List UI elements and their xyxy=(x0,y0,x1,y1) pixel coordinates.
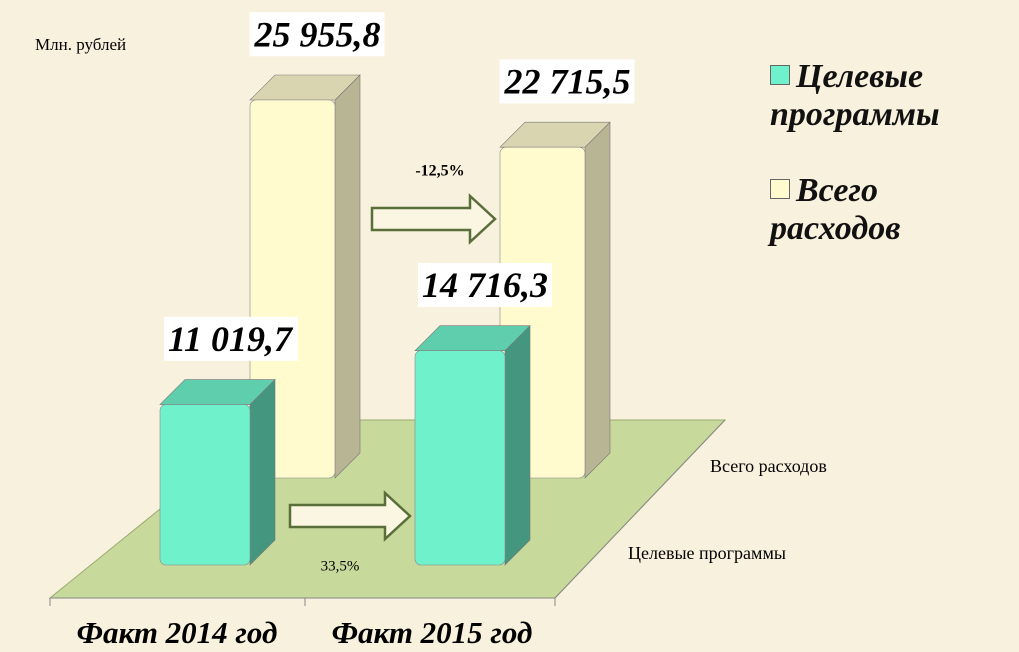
legend-swatch xyxy=(770,179,790,199)
value-label: 22 715,5 xyxy=(504,61,631,101)
value-label-box xyxy=(163,316,299,361)
bar xyxy=(159,404,251,566)
depth-axis xyxy=(554,419,726,599)
bar-side xyxy=(584,121,611,479)
value-label-box xyxy=(418,262,552,307)
legend-item: Всего расходов xyxy=(770,172,1015,248)
depth-label: Всего расходов xyxy=(710,456,827,476)
value-label: 11 019,7 xyxy=(168,319,294,359)
annotation: -12,5% xyxy=(415,163,464,180)
value-label: 14 716,3 xyxy=(422,265,548,305)
x-tick-label: Факт 2015 год xyxy=(332,615,533,650)
bar xyxy=(414,350,506,566)
depth-label: Целевые программы xyxy=(628,543,786,563)
legend-label: Всего расходов xyxy=(770,172,901,247)
value-label-box xyxy=(249,12,385,57)
x-tick-label: Факт 2014 год xyxy=(77,615,278,650)
value-label-box xyxy=(499,59,635,104)
annotation: 33,5% xyxy=(321,558,360,574)
legend-swatch xyxy=(770,65,790,85)
y-axis-label: Млн. рублей xyxy=(35,35,126,54)
bar-side xyxy=(249,378,276,566)
legend-label: Целевые программы xyxy=(770,58,940,133)
bar-side xyxy=(334,74,361,479)
arrow xyxy=(288,490,412,542)
legend-item: Целевые программы xyxy=(770,58,1015,134)
arrow xyxy=(370,193,497,245)
value-label: 25 955,8 xyxy=(254,14,381,54)
bar-side xyxy=(504,324,531,566)
